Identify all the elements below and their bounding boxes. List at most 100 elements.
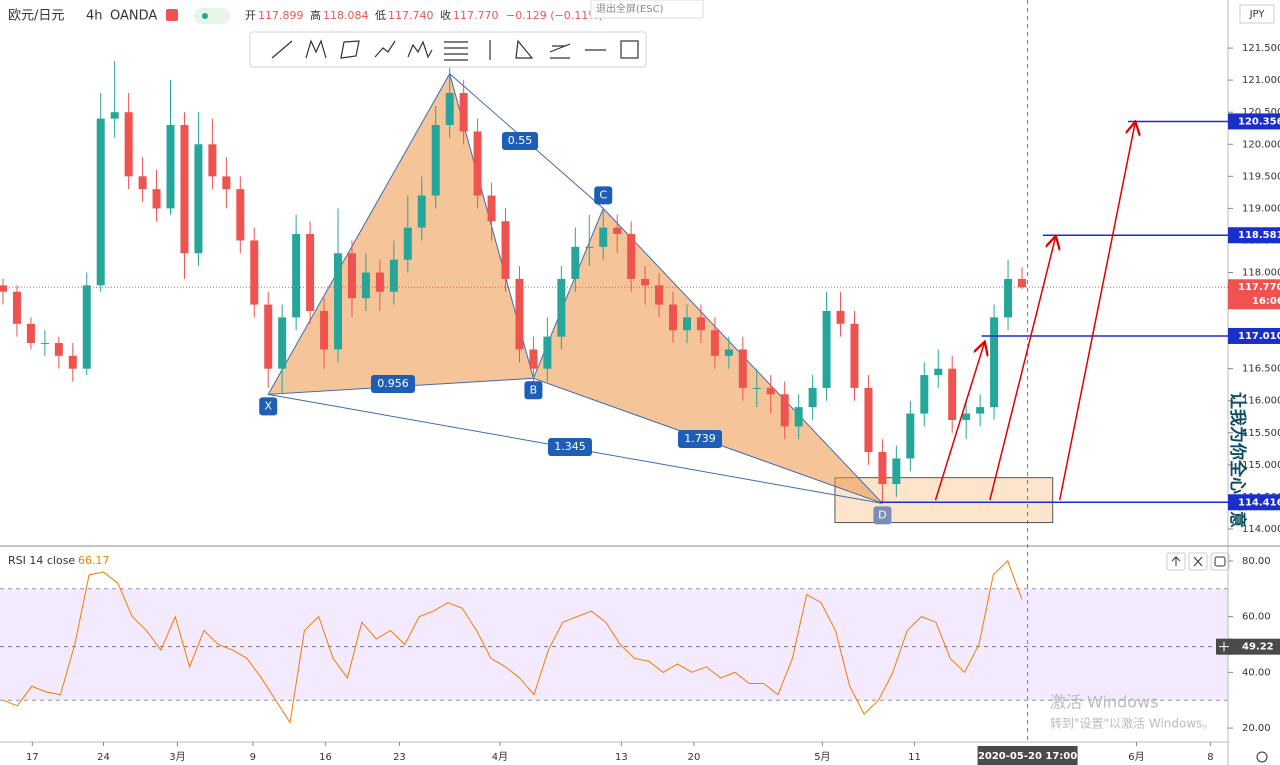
candle-body [124,112,133,177]
status-pill[interactable] [194,8,230,24]
projection-arrow [1058,123,1135,501]
currency-box[interactable] [1239,4,1275,24]
candle-body [334,253,343,350]
windows-activation: 激活 Windows [1050,693,1159,712]
crosshair-time-label: 2020-05-20 17:00 [978,751,1077,762]
y-tick-label: 115.000 [1242,460,1280,471]
chart-layer: X B C D [0,0,1233,746]
exit-fullscreen-text[interactable]: 退出全屏(ESC) [596,2,664,15]
rsi-tick-label: 20.00 [1242,723,1271,734]
tool-triangle[interactable] [515,39,534,59]
point-label: D [878,508,886,521]
candle-body [0,285,7,292]
candle-body [82,285,91,369]
candle-body [1004,278,1013,318]
candle-body [599,227,608,247]
projection-arrow [989,237,1056,501]
close-label: 收 [440,8,451,22]
pane-close[interactable] [1188,552,1208,571]
tool-polygon[interactable] [340,40,360,59]
x-tick-label: 24 [97,752,110,763]
candle-body [389,259,398,292]
crosshair-rsi-tag [1228,638,1280,655]
candle-body [976,407,985,414]
tool-xabcd[interactable] [305,39,327,59]
settings-icon[interactable] [1256,751,1268,763]
candle-body [26,323,35,344]
crosshair-rsi-label: 49.22 [1242,642,1274,653]
interval[interactable]: 4h [86,9,103,24]
candle-body [752,387,761,389]
candle-body [54,343,63,356]
pane-maximize[interactable] [1210,552,1230,571]
candle-body [222,176,231,190]
target-zone [834,477,1054,524]
tool-projection[interactable] [549,43,571,59]
x-tick-label: 23 [393,752,406,763]
ratio-box [371,375,415,393]
projection-arrow [934,343,984,501]
pane-up[interactable] [1166,552,1186,571]
candle-body [585,246,594,248]
rsi-tick-label: 40.00 [1242,667,1271,678]
candle-body [166,125,175,209]
candle-body [906,413,915,459]
candle-body [794,407,803,427]
candle-body [710,330,719,356]
ratio-box [548,438,592,456]
level-tag-label: 118.581 [1238,230,1280,241]
vertical-watermark: 让我为你全心全意 [1227,392,1248,528]
rsi-tick-label: 80.00 [1242,556,1271,567]
tool-trendline[interactable] [271,40,293,59]
tool-elliott[interactable] [407,40,433,59]
exit-fullscreen[interactable] [590,0,704,19]
candle-body [515,278,524,350]
x-tick-label: 4月 [492,751,508,763]
candle-body [822,310,831,388]
point-label: X [264,399,272,412]
candle-body [557,278,566,337]
x-tick-label: 17 [26,752,39,763]
candle-body [655,285,664,305]
candle-body [431,125,440,196]
tool-rect[interactable] [620,40,639,59]
tool-path[interactable] [374,40,396,58]
candle-body [306,234,315,311]
y-tick-label: 119.000 [1242,203,1280,214]
candle-body [878,452,887,485]
y-tick-label: 116.000 [1242,396,1280,407]
candle-body [738,349,747,388]
drawing-toolbar [249,31,647,68]
broker: OANDA [110,9,157,24]
candle-body [208,144,217,177]
y-tick-label: 119.500 [1242,171,1280,182]
tool-fib[interactable] [444,41,468,61]
candle-body [780,394,789,427]
icon [1214,556,1226,567]
candle-body [96,118,105,286]
high-value: 118.084 [323,9,369,22]
x-tick-label: 20 [688,752,701,763]
last-price-label: 117.770 [1238,282,1280,293]
candle-body [669,304,678,331]
low-value: 117.740 [388,9,434,22]
ratio-box [678,430,722,448]
flag-icon[interactable] [166,9,178,21]
windows-activation-hint: 转到"设置"以激活 Windows。 [1050,716,1214,731]
symbol[interactable]: 欧元/日元 [8,9,64,24]
x-tick-label: 3月 [169,751,185,763]
currency[interactable]: JPY [1249,9,1266,20]
candle-body [850,323,859,388]
level-tag-label: 120.356 [1238,116,1280,127]
rsi-band [0,588,1228,701]
candle-body [347,253,356,299]
candle-body [836,310,845,324]
level-tag-label: 117.010 [1238,331,1280,342]
ratio-label: 1.345 [554,440,586,453]
candle-body [68,355,77,369]
candle-body [459,92,468,132]
candle-body [627,234,636,279]
level-tag [1228,327,1280,344]
high-label: 高 [310,8,321,22]
